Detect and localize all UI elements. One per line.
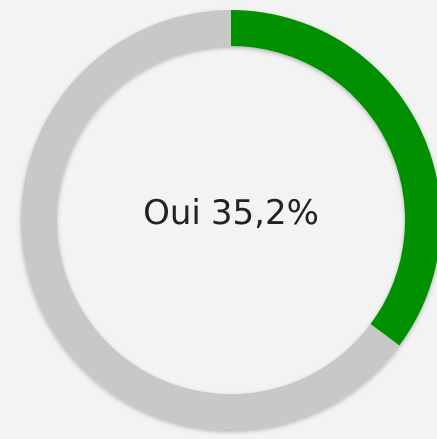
value-label: 35,2% [211, 193, 319, 233]
category-label: Oui [143, 193, 201, 233]
donut-segment [231, 10, 437, 346]
donut [21, 10, 437, 430]
center-label: Oui 35,2% [143, 193, 319, 233]
